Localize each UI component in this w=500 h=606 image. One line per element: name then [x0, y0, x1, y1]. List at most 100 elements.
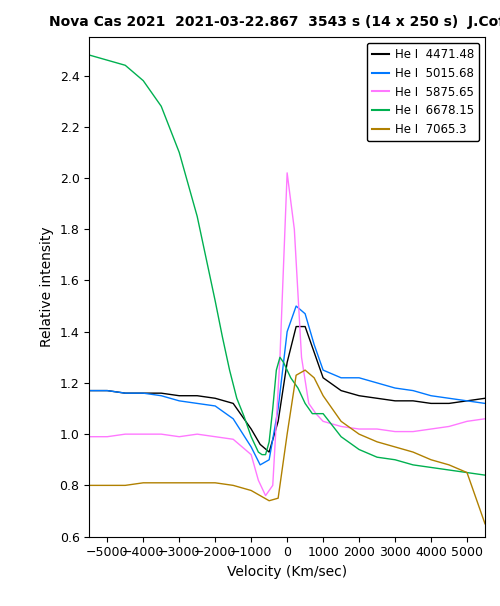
He I  5015.68: [311, 341, 317, 348]
He I  6678.15: [292, 379, 298, 387]
He I  5015.68: [293, 302, 299, 310]
He I  7065.3: [158, 479, 164, 487]
He I  5015.68: [482, 400, 488, 407]
He I  4471.48: [140, 390, 146, 397]
Line: He I  4471.48: He I 4471.48: [90, 327, 485, 452]
He I  6678.15: [259, 451, 265, 458]
He I  5875.65: [482, 415, 488, 422]
He I  4471.48: [338, 387, 344, 395]
He I  4471.48: [122, 390, 128, 397]
He I  4471.48: [86, 387, 92, 395]
He I  5015.68: [248, 444, 254, 451]
He I  7065.3: [464, 469, 470, 476]
He I  7065.3: [428, 456, 434, 464]
He I  5875.65: [464, 418, 470, 425]
He I  6678.15: [266, 438, 272, 445]
He I  6678.15: [212, 298, 218, 305]
He I  7065.3: [410, 448, 416, 456]
He I  5875.65: [194, 430, 200, 438]
He I  4471.48: [428, 400, 434, 407]
He I  4471.48: [392, 397, 398, 404]
He I  5875.65: [338, 423, 344, 430]
Line: He I  7065.3: He I 7065.3: [90, 370, 485, 524]
He I  4471.48: [158, 390, 164, 397]
He I  6678.15: [306, 405, 312, 412]
He I  4471.48: [104, 387, 110, 395]
He I  5875.65: [320, 418, 326, 425]
He I  5875.65: [410, 428, 416, 435]
He I  7065.3: [446, 461, 452, 468]
He I  6678.15: [446, 467, 452, 474]
He I  7065.3: [104, 482, 110, 489]
He I  5875.65: [356, 425, 362, 433]
He I  7065.3: [257, 492, 263, 499]
He I  5875.65: [230, 436, 236, 443]
He I  7065.3: [194, 479, 200, 487]
He I  5875.65: [446, 423, 452, 430]
He I  6678.15: [256, 448, 262, 456]
He I  6678.15: [140, 77, 146, 84]
He I  5015.68: [275, 405, 281, 412]
He I  5015.68: [122, 390, 128, 397]
He I  6678.15: [262, 451, 268, 458]
He I  6678.15: [320, 410, 326, 418]
He I  5015.68: [392, 384, 398, 391]
He I  6678.15: [122, 62, 128, 69]
He I  5875.65: [298, 354, 304, 361]
He I  5875.65: [122, 430, 128, 438]
He I  5875.65: [392, 428, 398, 435]
He I  6678.15: [241, 413, 247, 420]
He I  7065.3: [320, 392, 326, 399]
He I  6678.15: [338, 433, 344, 441]
He I  5875.65: [284, 169, 290, 176]
He I  4471.48: [284, 359, 290, 366]
He I  7065.3: [248, 487, 254, 494]
He I  5015.68: [302, 310, 308, 318]
He I  4471.48: [311, 348, 317, 356]
He I  4471.48: [257, 441, 263, 448]
He I  6678.15: [428, 464, 434, 471]
He I  7065.3: [140, 479, 146, 487]
He I  5875.65: [270, 482, 276, 489]
He I  4471.48: [230, 400, 236, 407]
He I  6678.15: [248, 433, 254, 441]
He I  5015.68: [86, 387, 92, 395]
He I  4471.48: [194, 392, 200, 399]
He I  4471.48: [374, 395, 380, 402]
He I  5875.65: [158, 430, 164, 438]
He I  5875.65: [212, 433, 218, 441]
He I  7065.3: [293, 371, 299, 379]
He I  6678.15: [356, 446, 362, 453]
He I  4471.48: [212, 395, 218, 402]
He I  5015.68: [320, 367, 326, 374]
He I  5015.68: [266, 456, 272, 464]
He I  5875.65: [262, 492, 268, 499]
He I  6678.15: [226, 367, 232, 374]
He I  4471.48: [356, 392, 362, 399]
He I  6678.15: [86, 52, 92, 59]
He I  5015.68: [464, 397, 470, 404]
He I  5015.68: [338, 374, 344, 381]
He I  5875.65: [277, 354, 283, 361]
He I  4471.48: [464, 397, 470, 404]
He I  7065.3: [338, 418, 344, 425]
He I  6678.15: [234, 395, 240, 402]
He I  5875.65: [306, 400, 312, 407]
He I  5015.68: [230, 415, 236, 422]
He I  7065.3: [122, 482, 128, 489]
He I  6678.15: [158, 102, 164, 110]
Line: He I  5875.65: He I 5875.65: [90, 173, 485, 496]
He I  5015.68: [176, 397, 182, 404]
He I  7065.3: [212, 479, 218, 487]
He I  6678.15: [310, 410, 316, 418]
Line: He I  5015.68: He I 5015.68: [90, 306, 485, 465]
X-axis label: Velocity (Km/sec): Velocity (Km/sec): [227, 565, 347, 579]
He I  4471.48: [266, 448, 272, 456]
He I  5015.68: [356, 374, 362, 381]
He I  5015.68: [212, 402, 218, 410]
He I  5015.68: [104, 387, 110, 395]
He I  4471.48: [482, 395, 488, 402]
He I  6678.15: [104, 56, 110, 64]
Line: He I  6678.15: He I 6678.15: [90, 55, 485, 475]
Y-axis label: Relative intensity: Relative intensity: [40, 227, 54, 347]
